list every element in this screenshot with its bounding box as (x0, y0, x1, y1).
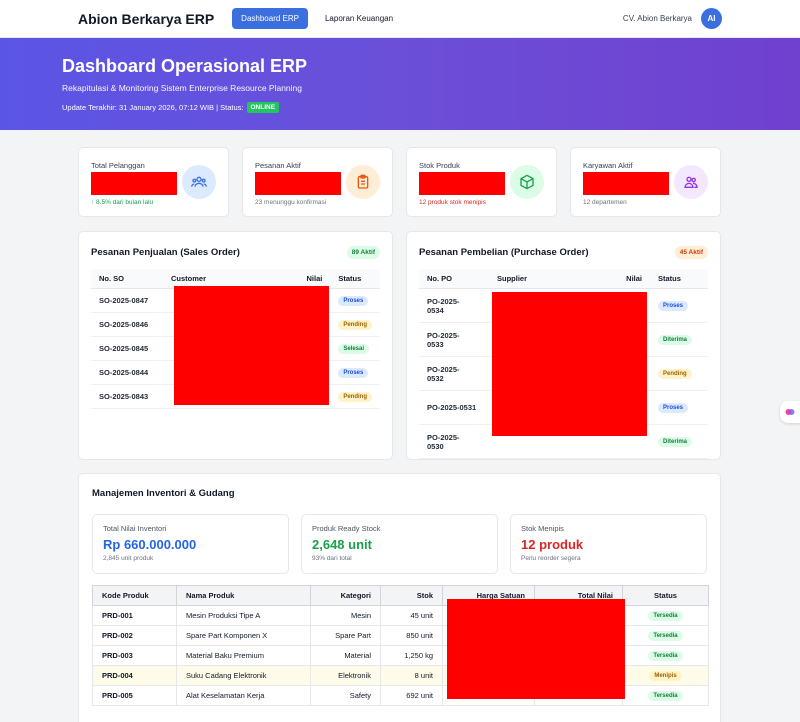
stat-note: 23 menunggu konfirmasi (255, 199, 327, 206)
status-pill: Pending (338, 320, 372, 330)
top-navbar: Abion Berkarya ERP Dashboard ERP Laporan… (0, 0, 800, 38)
stat-note: 12 produk stok menipis (419, 199, 486, 206)
hero-banner: Dashboard Operasional ERP Rekapitulasi &… (0, 38, 800, 130)
col-status: Status (330, 269, 380, 289)
update-text: Update Terakhir: 31 January 2026, 07:12 … (62, 103, 244, 112)
col-no-po: No. PO (419, 269, 489, 289)
update-info: Update Terakhir: 31 January 2026, 07:12 … (62, 102, 738, 113)
nav-dashboard-erp[interactable]: Dashboard ERP (232, 8, 308, 29)
status-pill: Selesai (338, 344, 370, 354)
table-header-row: Kode Produk Nama Produk Kategori Stok Ha… (92, 585, 709, 606)
stat-note: 12 departemen (583, 199, 627, 206)
redacted-value (583, 172, 669, 195)
inventory-panel: Manajemen Inventori & Gudang Total Nilai… (78, 473, 721, 722)
stat-cards: Total Pelanggan ↑ 8.5% dari bulan lalu P… (78, 147, 721, 217)
status-pill: Diterima (658, 335, 693, 345)
inventory-summary-cards: Total Nilai Inventori Rp 660.000.000 2,8… (79, 514, 720, 574)
inventory-title: Manajemen Inventori & Gudang (92, 488, 235, 499)
people-icon (674, 165, 708, 199)
sales-order-title: Pesanan Penjualan (Sales Order) (91, 247, 240, 258)
status-pill: Menipis (649, 671, 682, 681)
sales-active-badge: 89 Aktif (346, 246, 380, 259)
stat-label: Pesanan Aktif (255, 161, 301, 170)
stat-card-total-pelanggan: Total Pelanggan ↑ 8.5% dari bulan lalu (78, 147, 229, 217)
sales-order-panel: Pesanan Penjualan (Sales Order) 89 Aktif… (78, 231, 393, 460)
page-title: Dashboard Operasional ERP (62, 56, 308, 76)
stat-note: ↑ 8.5% dari bulan lalu (91, 199, 154, 206)
brand-logo[interactable]: Abion Berkarya ERP (78, 10, 215, 27)
status-pill: Diterima (658, 437, 693, 447)
stat-card-pesanan-aktif: Pesanan Aktif 23 menunggu konfirmasi (242, 147, 393, 217)
redacted-price-value (447, 599, 625, 699)
stat-label: Karyawan Aktif (583, 161, 633, 170)
clipboard-icon (346, 165, 380, 199)
status-badge: ONLINE (246, 102, 280, 113)
box-icon (510, 165, 544, 199)
avatar[interactable]: AI (701, 8, 722, 29)
status-pill: Proses (338, 368, 369, 378)
redacted-customer-value (174, 286, 329, 405)
table-header-row: No. PO Supplier Nilai Status (419, 269, 708, 289)
status-pill: Tersedia (648, 651, 683, 661)
stat-card-karyawan-aktif: Karyawan Aktif 12 departemen (570, 147, 721, 217)
redacted-value (255, 172, 341, 195)
inventory-value: 2,648 unit (312, 537, 372, 552)
inventory-card-total-nilai: Total Nilai Inventori Rp 660.000.000 2,8… (92, 514, 289, 574)
users-icon (182, 165, 216, 199)
status-pill: Pending (338, 392, 372, 402)
redacted-value (419, 172, 505, 195)
col-status: Status (650, 269, 708, 289)
purchase-order-title: Pesanan Pembelian (Purchase Order) (419, 247, 589, 258)
table-row[interactable]: PO-2025- 0530 Diterima (419, 424, 708, 459)
stat-card-stok-produk: Stok Produk 12 produk stok menipis (406, 147, 557, 217)
company-name: CV. Abion Berkarya (622, 14, 692, 23)
inventory-value: 12 produk (521, 537, 584, 552)
status-pill: Tersedia (648, 691, 683, 701)
page-subtitle: Rekapitulasi & Monitoring Sistem Enterpr… (62, 83, 303, 93)
stat-label: Stok Produk (419, 161, 460, 170)
status-pill: Proses (338, 296, 369, 306)
floating-widget-icon[interactable] (780, 401, 800, 423)
purchase-active-badge: 45 Aktif (674, 246, 708, 259)
status-pill: Proses (658, 403, 689, 413)
nav-laporan-keuangan[interactable]: Laporan Keuangan (324, 14, 394, 23)
status-pill: Pending (658, 369, 692, 379)
redacted-supplier-value (492, 292, 647, 436)
col-no-so: No. SO (91, 269, 163, 289)
col-nilai: Nilai (584, 269, 650, 289)
nav-user-area: CV. Abion Berkarya AI (623, 8, 722, 29)
stat-label: Total Pelanggan (91, 161, 145, 170)
col-supplier: Supplier (489, 269, 585, 289)
redacted-value (91, 172, 177, 195)
status-pill: Tersedia (648, 631, 683, 641)
status-pill: Tersedia (648, 611, 683, 621)
status-pill: Proses (658, 301, 689, 311)
purchase-order-panel: Pesanan Pembelian (Purchase Order) 45 Ak… (406, 231, 721, 460)
inventory-card-ready-stock: Produk Ready Stock 2,648 unit 93% dari t… (301, 514, 498, 574)
inventory-card-stok-menipis: Stok Menipis 12 produk Perlu reorder seg… (510, 514, 707, 574)
inventory-value: Rp 660.000.000 (103, 537, 197, 552)
